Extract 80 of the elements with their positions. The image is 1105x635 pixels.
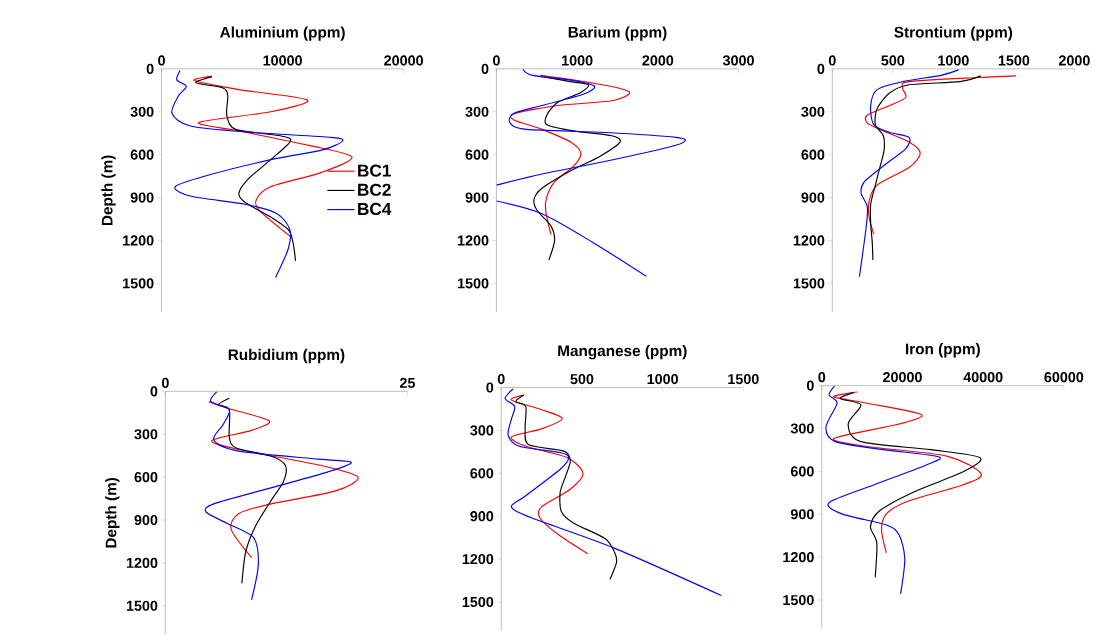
y-tick-label: 600: [134, 471, 158, 483]
y-tick-label: 1500: [126, 600, 158, 611]
legend-label: BC1: [358, 164, 391, 177]
x-tick-label: 60000: [1044, 371, 1084, 383]
y-tick-label: 1500: [783, 594, 814, 605]
y-tick-label: 1200: [457, 235, 489, 246]
chart-title: Iron (ppm): [906, 342, 980, 358]
y-tick-label: 900: [801, 192, 825, 203]
chart-title: Manganese (ppm): [558, 344, 687, 360]
legend-label: BC4: [358, 202, 392, 215]
y-tick-label: 1500: [123, 278, 154, 289]
y-tick-label: 600: [465, 149, 489, 160]
x-tick-label: 1000: [647, 373, 678, 384]
y-tick-label: 1200: [126, 557, 158, 568]
legend-label: BC2: [358, 183, 391, 196]
x-tick-label: 2000: [1058, 55, 1090, 66]
chart-title: Aluminium (ppm): [220, 26, 345, 41]
y-tick-label: 0: [150, 386, 158, 397]
chart-title: Rubidium (ppm): [228, 348, 345, 363]
x-tick-label: 0: [161, 377, 169, 388]
x-tick-label: 20000: [384, 55, 423, 66]
y-tick-label: 1500: [793, 278, 825, 289]
x-tick-label: 20000: [883, 371, 922, 383]
line-series: [510, 394, 589, 555]
y-tick-label: 1200: [462, 553, 494, 564]
y-tick-label: 0: [146, 63, 154, 74]
x-tick-label: 25: [399, 377, 416, 388]
x-tick-label: 1000: [938, 55, 969, 66]
y-tick-label: 600: [470, 468, 494, 479]
y-tick-label: 1200: [793, 235, 825, 246]
y-tick-label: 300: [790, 423, 814, 434]
x-tick-label: 1500: [998, 55, 1030, 66]
y-tick-label: 0: [481, 63, 489, 74]
y-tick-label: 900: [790, 509, 814, 520]
x-tick-label: 0: [828, 55, 836, 66]
x-tick-label: 3000: [722, 55, 754, 66]
y-tick-label: 600: [130, 149, 154, 160]
y-tick-label: 300: [801, 106, 825, 117]
x-tick-label: 10000: [263, 55, 302, 66]
line-series: [515, 393, 618, 580]
y-tick-label: 600: [790, 466, 814, 477]
line-series: [504, 388, 722, 596]
y-tick-label: 300: [130, 106, 154, 117]
chart-title: Strontium (ppm): [894, 26, 1013, 41]
line-series: [825, 385, 941, 595]
y-axis-title: Depth (m): [105, 477, 120, 548]
line-series: [205, 391, 352, 601]
x-tick-label: 0: [158, 55, 165, 66]
y-tick-label: 0: [817, 63, 825, 74]
line-series: [195, 76, 297, 262]
line-series: [208, 400, 359, 559]
x-tick-label: 1000: [562, 55, 593, 66]
line-series: [533, 76, 621, 261]
x-tick-label: 500: [570, 373, 594, 384]
x-tick-label: 0: [497, 373, 505, 384]
line-series: [839, 391, 982, 578]
chart-title: Barium (ppm): [568, 26, 667, 41]
x-tick-label: 40000: [963, 371, 1003, 383]
line-series: [858, 69, 960, 278]
y-tick-label: 900: [134, 514, 158, 525]
x-tick-label: 2000: [642, 55, 674, 66]
y-tick-label: 1500: [462, 596, 494, 607]
y-tick-label: 300: [134, 428, 158, 440]
y-tick-label: 1500: [457, 278, 489, 289]
y-tick-label: 1200: [783, 551, 814, 563]
line-series: [193, 75, 353, 237]
y-axis-title: Depth (m): [101, 155, 116, 225]
y-tick-label: 300: [470, 425, 494, 436]
x-tick-label: 1500: [728, 373, 759, 384]
line-series: [869, 75, 982, 261]
y-tick-label: 900: [130, 192, 154, 203]
y-tick-label: 900: [470, 510, 494, 522]
line-series: [171, 69, 343, 278]
y-tick-label: 600: [801, 149, 825, 160]
line-series: [833, 391, 982, 554]
y-tick-label: 900: [465, 192, 489, 203]
y-tick-label: 1200: [123, 235, 154, 246]
y-tick-label: 300: [465, 106, 489, 117]
line-series: [218, 397, 287, 584]
x-tick-label: 500: [881, 55, 905, 66]
